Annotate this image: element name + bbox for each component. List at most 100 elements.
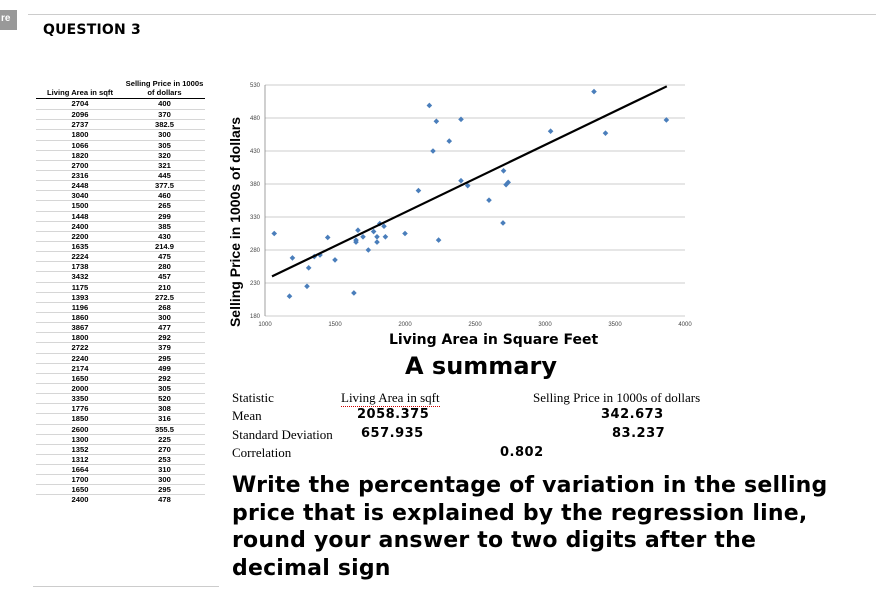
cell-selling-price: 295 (158, 485, 171, 495)
bottom-divider (33, 586, 219, 587)
question-text: Write the percentage of variation in the… (232, 473, 828, 581)
cell-living-area: 1800 (71, 333, 89, 343)
data-point (435, 237, 442, 243)
data-point (433, 118, 440, 125)
data-point (374, 239, 380, 245)
cell-selling-price: 295 (158, 353, 171, 363)
table-row: 1664 310 (36, 464, 205, 474)
summary-title: A summary (405, 352, 557, 380)
cell-living-area: 2200 (71, 231, 89, 241)
cell-living-area: 2174 (71, 363, 89, 373)
cell-living-area: 1650 (71, 373, 89, 383)
cell-selling-price: 310 (158, 465, 171, 475)
cell-living-area: 2600 (71, 424, 89, 434)
cell-living-area: 2704 (71, 99, 89, 108)
cell-selling-price: 457 (158, 272, 171, 282)
y-tick-label: 280 (250, 248, 261, 254)
table-header: Living Area in sqft Selling Price in 100… (36, 76, 205, 98)
table-row: 2400 478 (36, 494, 205, 504)
cell-selling-price: 305 (158, 383, 171, 393)
cell-selling-price: 355.5 (154, 424, 174, 434)
sd-area-value: 657.935 (361, 426, 424, 441)
cell-selling-price: 214.9 (154, 241, 174, 251)
table-row: 1700 300 (36, 474, 205, 484)
col-living-area: Living Area in sqft (341, 390, 440, 407)
x-tick-label: 2500 (468, 322, 482, 328)
cell-living-area: 1175 (71, 282, 89, 292)
table-row: 3350 520 (36, 393, 205, 403)
table-row: 2224 475 (36, 251, 205, 261)
cell-selling-price: 370 (158, 110, 171, 120)
table-row: 1820 320 (36, 149, 205, 160)
table-row: 1393 272.5 (36, 291, 205, 302)
y-tick-label: 330 (250, 215, 261, 221)
table-row: 1800 292 (36, 332, 205, 342)
data-point (360, 234, 366, 240)
table-row: 2316 445 (36, 169, 205, 180)
y-tick-label: 180 (250, 314, 261, 320)
cell-living-area: 1650 (71, 485, 89, 495)
data-point (271, 230, 278, 237)
cell-living-area: 1738 (71, 262, 89, 272)
cell-living-area: 1500 (71, 201, 89, 211)
data-point (663, 117, 670, 123)
cell-selling-price: 300 (158, 312, 171, 322)
y-tick-label: 430 (250, 149, 261, 155)
cell-selling-price: 308 (158, 404, 171, 414)
y-tick-label: 380 (250, 182, 261, 188)
cell-selling-price: 385 (158, 221, 171, 231)
cell-living-area: 2737 (71, 120, 89, 130)
data-point (464, 182, 471, 189)
data-point (317, 252, 323, 258)
cell-living-area: 2000 (71, 383, 89, 393)
cell-living-area: 1820 (71, 150, 89, 160)
x-tick-label: 3000 (538, 322, 552, 328)
regression-line (271, 85, 668, 278)
cell-selling-price: 316 (158, 414, 171, 424)
cell-selling-price: 460 (158, 191, 171, 201)
data-point (324, 234, 331, 241)
table-row: 1860 300 (36, 311, 205, 322)
header-divider (36, 98, 205, 99)
data-table: Living Area in sqft Selling Price in 100… (36, 76, 205, 505)
y-axis-label: Selling Price in 1000s of dollars (227, 117, 243, 327)
table-row: 1352 270 (36, 443, 205, 454)
mean-price-value: 342.673 (601, 407, 664, 422)
data-point (305, 265, 312, 271)
table-row: 2448 377.5 (36, 180, 205, 190)
cell-selling-price: 265 (158, 201, 171, 211)
data-point (547, 128, 554, 134)
data-point (286, 293, 293, 299)
cell-selling-price: 379 (158, 343, 171, 353)
cell-selling-price: 225 (158, 434, 171, 444)
data-point (415, 187, 422, 194)
table-row: 1738 280 (36, 261, 205, 271)
data-point (500, 168, 507, 174)
data-point (503, 181, 509, 188)
cell-living-area: 2240 (71, 353, 89, 363)
cell-living-area: 2096 (71, 110, 89, 120)
cell-selling-price: 253 (158, 454, 171, 464)
cell-living-area: 1635 (71, 241, 89, 251)
cell-living-area: 3040 (71, 191, 89, 201)
corner-tab[interactable]: re (0, 10, 17, 30)
col-statistic: Statistic (232, 390, 274, 405)
cell-living-area: 1352 (71, 444, 89, 454)
cell-selling-price: 210 (158, 282, 171, 292)
x-tick-label: 1500 (328, 322, 342, 328)
data-point (374, 234, 380, 240)
cell-living-area: 1066 (71, 140, 89, 150)
header-living-area: Living Area in sqft (47, 88, 113, 97)
cell-selling-price: 499 (158, 363, 171, 373)
table-row: 2704 400 (36, 99, 205, 109)
cell-living-area: 2400 (71, 221, 89, 231)
cell-living-area: 1800 (71, 130, 89, 140)
data-point (382, 234, 389, 240)
cell-selling-price: 520 (158, 394, 171, 404)
x-tick-label: 3500 (608, 322, 622, 328)
cell-selling-price: 292 (158, 333, 171, 343)
cell-living-area: 1700 (71, 475, 89, 485)
cell-selling-price: 477 (158, 323, 171, 333)
col-selling-price: Selling Price in 1000s of dollars (533, 390, 701, 405)
data-point (458, 116, 464, 123)
